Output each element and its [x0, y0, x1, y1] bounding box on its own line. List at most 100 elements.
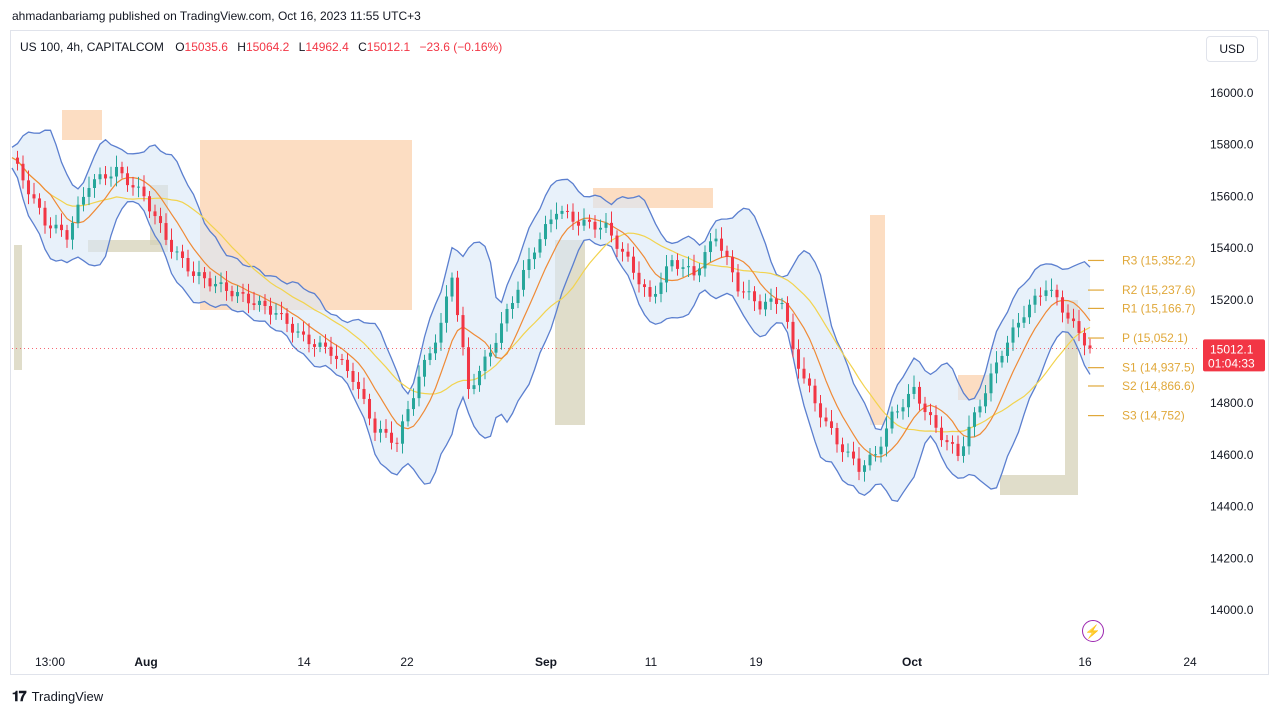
candle-body — [692, 266, 696, 276]
candle-body — [345, 359, 350, 372]
candle-body — [554, 213, 559, 220]
candle-body — [527, 259, 531, 270]
low-value: 14962.4 — [305, 40, 349, 54]
candle-body — [477, 370, 482, 386]
candle-body — [890, 411, 894, 429]
candle-body — [202, 272, 207, 279]
candle-body — [785, 303, 790, 322]
change-value: −23.6 (−0.16%) — [419, 40, 503, 54]
candle-body — [796, 349, 801, 369]
candle-body — [758, 301, 762, 310]
candle-body — [1082, 332, 1087, 346]
candle-body — [499, 323, 504, 343]
pivot-label: P (15,052.1) — [1122, 331, 1188, 345]
candle-body — [428, 353, 432, 360]
candle-body — [158, 216, 163, 224]
pivot-label: R3 (15,352.2) — [1122, 253, 1195, 267]
candle-body — [686, 266, 691, 268]
candle-body — [15, 157, 20, 164]
candle-body — [961, 446, 966, 456]
candle-body — [109, 176, 113, 179]
candle-body — [59, 224, 64, 231]
candle-body — [934, 415, 938, 428]
candle-body — [164, 223, 168, 240]
high-key: H — [237, 40, 246, 54]
footer-brand[interactable]: TradingView — [31, 689, 104, 704]
candle-body — [560, 210, 564, 214]
x-tick-label: Oct — [902, 655, 922, 669]
last-price-tag — [1203, 339, 1265, 372]
candle-body — [1060, 297, 1065, 313]
candle-body — [763, 301, 768, 310]
candle-body — [983, 393, 988, 407]
candle-body — [659, 282, 663, 294]
candle-body — [197, 272, 201, 276]
candle-body — [791, 321, 795, 350]
x-tick-label: 11 — [645, 655, 658, 669]
candle-body — [538, 239, 542, 253]
candle-body — [1049, 289, 1054, 291]
candle-body — [439, 322, 443, 343]
candle-body — [384, 428, 388, 433]
candle-body — [851, 451, 856, 459]
pivot-label: R2 (15,237.6) — [1122, 283, 1195, 297]
candle-body — [582, 219, 586, 226]
candle-body — [708, 241, 713, 253]
candle-body — [43, 207, 47, 226]
candle-body — [296, 331, 300, 333]
candle-body — [307, 334, 311, 345]
candle-body — [593, 221, 597, 230]
candle-body — [37, 198, 42, 208]
candle-body — [1077, 321, 1081, 333]
x-tick-label: 19 — [749, 655, 763, 669]
candle-body — [70, 222, 75, 240]
candle-body — [147, 196, 152, 212]
candle-body — [576, 221, 581, 226]
candle-body — [747, 291, 751, 293]
tradingview-logo-icon[interactable]: 𝟏𝟕 — [12, 688, 27, 704]
candle-body — [945, 440, 949, 443]
zone — [62, 110, 102, 140]
candle-body — [279, 313, 284, 315]
candle-body — [213, 283, 218, 287]
candle-body — [1044, 290, 1048, 296]
candle-body — [87, 187, 91, 197]
candle-body — [972, 412, 977, 427]
open-key: O — [175, 40, 185, 54]
candle-body — [76, 204, 80, 223]
x-tick-label: Aug — [134, 655, 157, 669]
published-info: ahmadanbariamg published on TradingView.… — [12, 9, 421, 23]
candle-body — [637, 272, 641, 285]
low-key: L — [298, 40, 306, 54]
close-key: C — [358, 40, 367, 54]
candle-body — [21, 163, 25, 181]
candle-body — [131, 185, 135, 188]
candle-body — [807, 378, 812, 386]
candle-body — [912, 386, 916, 394]
candle-body — [741, 291, 746, 293]
candle-body — [1088, 345, 1092, 349]
candle-body — [312, 344, 317, 347]
candle-body — [1055, 289, 1059, 298]
candle-body — [917, 386, 922, 404]
candle-body — [340, 359, 344, 361]
symbol-label[interactable]: US 100, 4h, CAPITALCOM — [20, 40, 164, 54]
candle-body — [714, 238, 718, 242]
candle-body — [92, 179, 97, 188]
zone — [14, 245, 22, 370]
candle-body — [186, 258, 190, 272]
pivot-label: S1 (14,937.5) — [1122, 361, 1195, 375]
candle-body — [675, 260, 680, 269]
candle-body — [406, 409, 410, 422]
currency-button[interactable]: USD — [1206, 36, 1258, 62]
candle-body — [81, 196, 86, 205]
lightning-icon[interactable]: ⚡ — [1082, 620, 1104, 642]
candle-body — [802, 368, 806, 379]
close-value: 15012.1 — [366, 40, 411, 54]
candle-body — [235, 292, 240, 297]
candle-body — [571, 211, 575, 222]
candle-body — [516, 289, 520, 304]
candle-body — [631, 256, 636, 273]
candle-body — [1016, 322, 1021, 328]
